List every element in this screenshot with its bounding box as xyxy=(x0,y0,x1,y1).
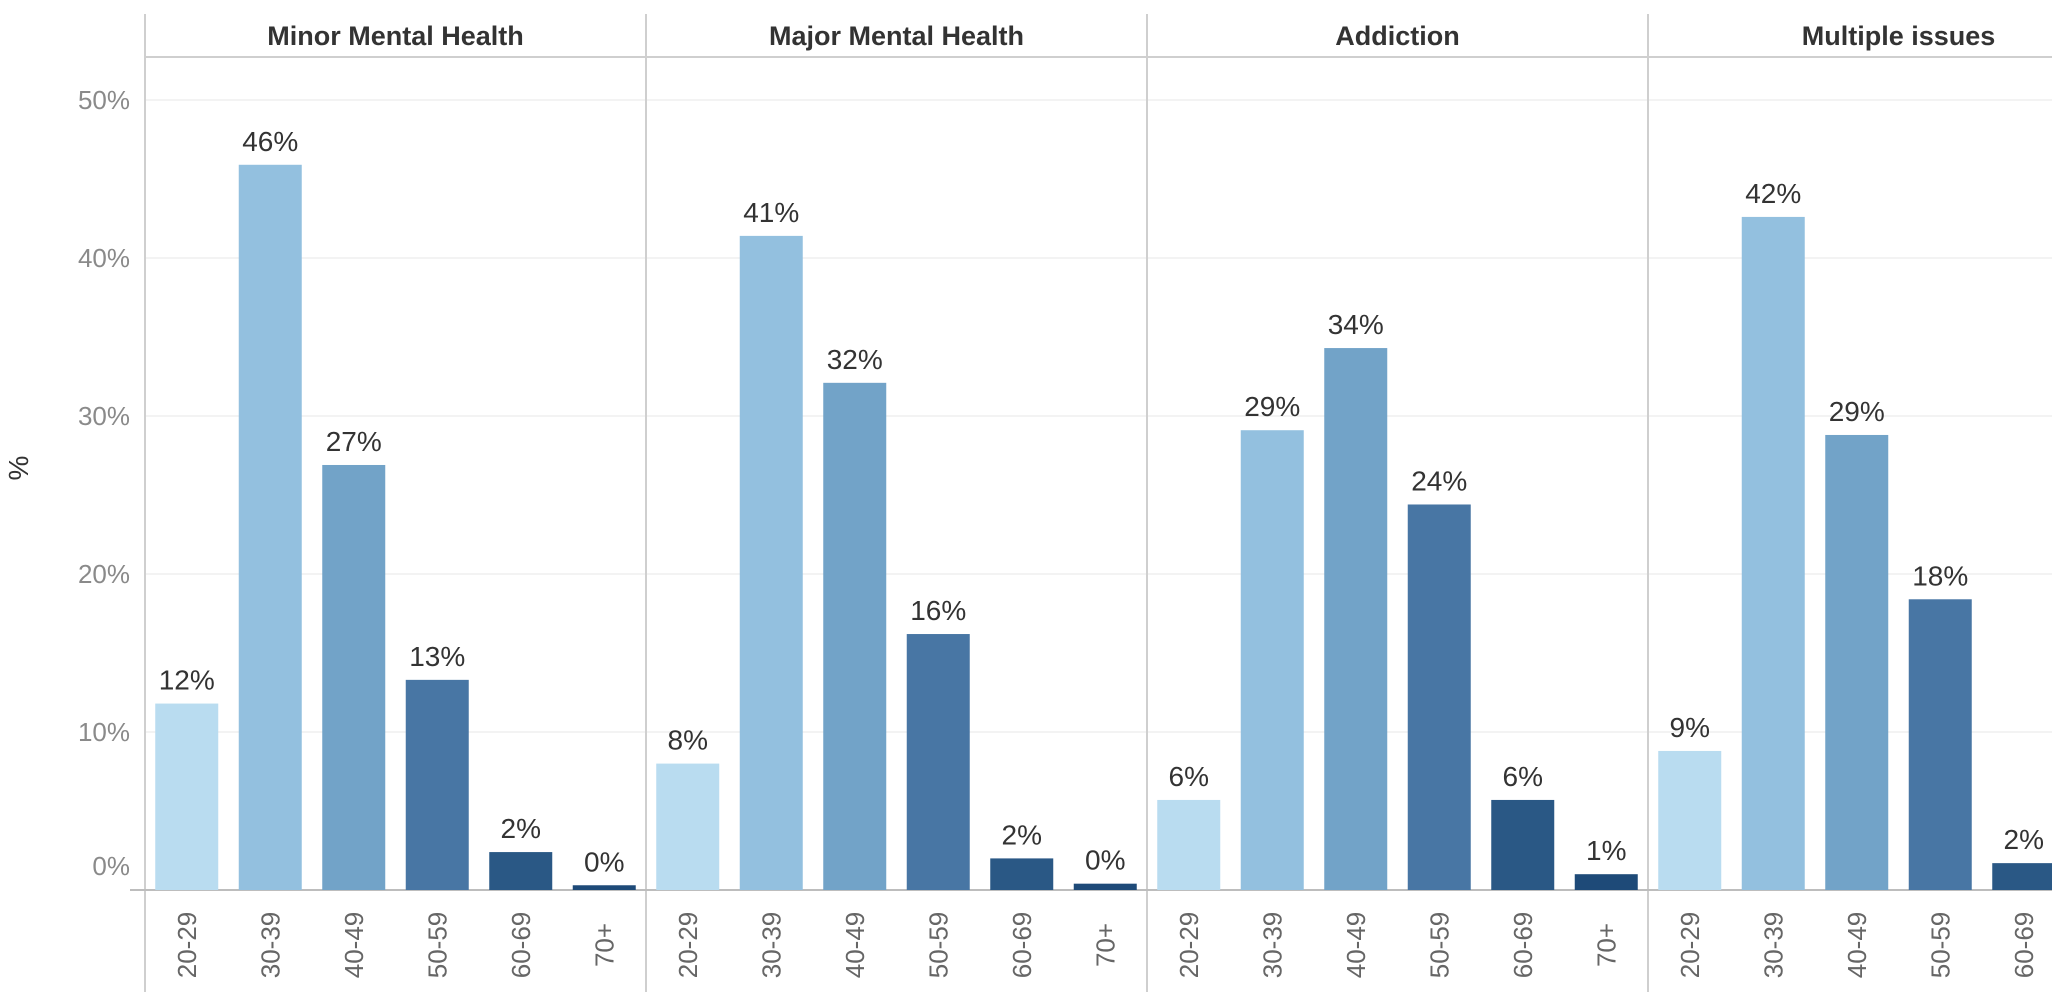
y-axis-title: % xyxy=(3,456,34,481)
x-category-label: 20-29 xyxy=(172,912,202,979)
panel-title: Multiple issues xyxy=(1802,21,1996,51)
data-label: 32% xyxy=(827,344,883,375)
bar xyxy=(572,885,636,890)
bar xyxy=(1908,599,1972,890)
bar xyxy=(322,464,386,890)
x-category-label: 60-69 xyxy=(2009,912,2039,979)
y-tick-label: 10% xyxy=(78,717,130,747)
y-tick-label: 40% xyxy=(78,243,130,273)
x-category-label: 60-69 xyxy=(506,912,536,979)
x-category-label: 30-39 xyxy=(255,912,285,979)
data-label: 24% xyxy=(1411,465,1467,496)
x-category-label: 50-59 xyxy=(1925,912,1955,979)
x-category-label: 20-29 xyxy=(1174,912,1204,979)
data-label: 46% xyxy=(242,126,298,157)
data-label: 6% xyxy=(1169,761,1209,792)
data-label: 13% xyxy=(409,641,465,672)
data-label: 2% xyxy=(2004,824,2044,855)
data-label: 27% xyxy=(326,426,382,457)
x-category-label: 50-59 xyxy=(923,912,953,979)
x-category-label: 40-49 xyxy=(1341,912,1371,979)
bar xyxy=(1825,434,1889,890)
bar xyxy=(906,634,970,890)
bar xyxy=(405,679,469,890)
bar xyxy=(1073,883,1137,890)
x-category-label: 20-29 xyxy=(673,912,703,979)
bar xyxy=(1240,430,1304,890)
x-category-label: 30-39 xyxy=(756,912,786,979)
x-category-label: 40-49 xyxy=(840,912,870,979)
x-category-label: 70+ xyxy=(589,923,619,967)
data-label: 2% xyxy=(1002,819,1042,850)
bar xyxy=(656,763,720,890)
bar xyxy=(1574,874,1638,890)
x-category-label: 70+ xyxy=(1090,923,1120,967)
x-category-label: 50-59 xyxy=(422,912,452,979)
bar xyxy=(990,858,1054,890)
data-label: 12% xyxy=(159,665,215,696)
bar xyxy=(823,382,887,890)
x-category-label: 40-49 xyxy=(339,912,369,979)
bar xyxy=(238,164,302,890)
bar xyxy=(155,703,219,890)
x-category-label: 30-39 xyxy=(1758,912,1788,979)
data-label: 29% xyxy=(1244,391,1300,422)
data-label: 42% xyxy=(1745,178,1801,209)
data-label: 1% xyxy=(1586,835,1626,866)
data-label: 18% xyxy=(1912,560,1968,591)
bar xyxy=(1992,863,2052,890)
bar xyxy=(1491,799,1555,890)
bar xyxy=(1741,216,1805,891)
x-category-label: 40-49 xyxy=(1842,912,1872,979)
x-category-label: 70+ xyxy=(1591,923,1621,967)
bar xyxy=(489,852,553,890)
x-category-label: 60-69 xyxy=(1007,912,1037,979)
y-tick-label: 30% xyxy=(78,401,130,431)
panel-title: Major Mental Health xyxy=(769,21,1024,51)
x-category-label: 20-29 xyxy=(1675,912,1705,979)
data-label: 6% xyxy=(1503,761,1543,792)
data-label: 8% xyxy=(668,725,708,756)
bar xyxy=(1157,799,1221,890)
data-label: 16% xyxy=(910,595,966,626)
bar xyxy=(1658,750,1722,890)
y-tick-label: 20% xyxy=(78,559,130,589)
bar xyxy=(1407,504,1471,890)
data-label: 41% xyxy=(743,197,799,228)
x-category-label: 30-39 xyxy=(1257,912,1287,979)
panel-title: Addiction xyxy=(1335,21,1459,51)
y-tick-label: 50% xyxy=(78,85,130,115)
data-label: 2% xyxy=(501,813,541,844)
x-category-label: 50-59 xyxy=(1424,912,1454,979)
panel-title: Minor Mental Health xyxy=(267,21,524,51)
x-category-label: 60-69 xyxy=(1508,912,1538,979)
data-label: 9% xyxy=(1670,712,1710,743)
y-tick-label: 0% xyxy=(92,851,130,881)
data-label: 0% xyxy=(584,846,624,877)
bar xyxy=(739,235,803,890)
bar xyxy=(1324,348,1388,890)
data-label: 34% xyxy=(1328,309,1384,340)
data-label: 0% xyxy=(1085,845,1125,876)
data-label: 29% xyxy=(1829,396,1885,427)
